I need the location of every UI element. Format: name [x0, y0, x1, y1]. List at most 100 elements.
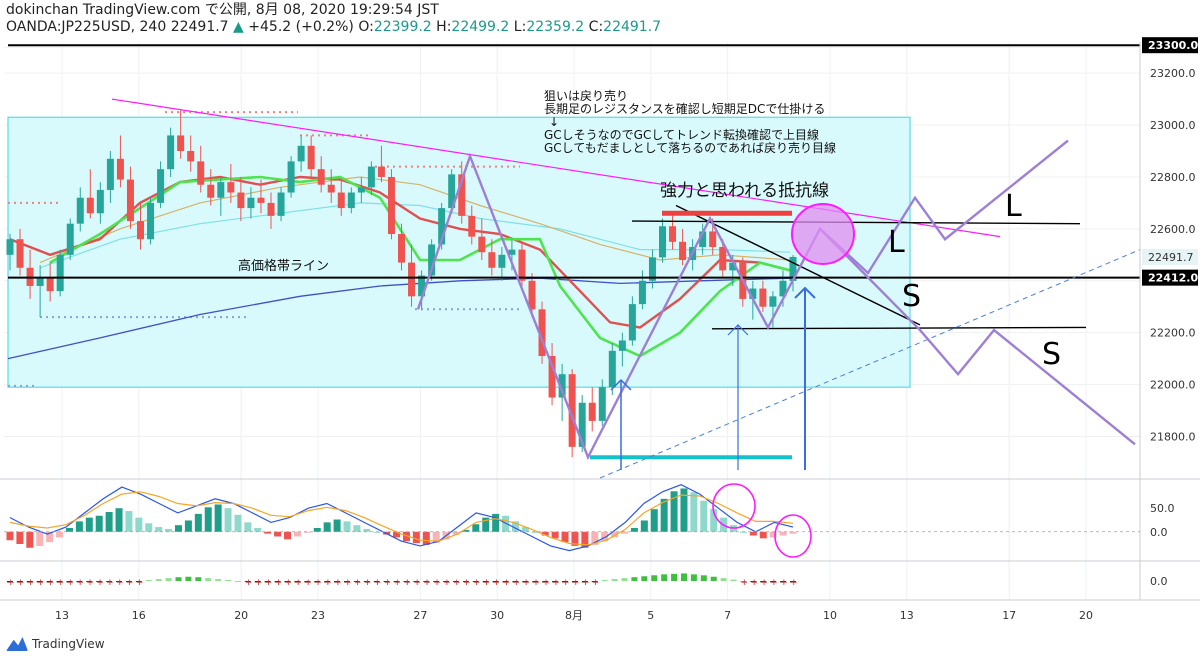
sub-bar: [393, 581, 400, 582]
sub-bar: [423, 581, 430, 582]
ohlc-line: OANDA:JP225USD, 240 22491.7 ▲ +45.2 (+0.…: [6, 19, 906, 36]
candle-body: [498, 254, 506, 268]
sub-cross-mark: +: [86, 578, 94, 588]
memo-line: GCしてもだましとして落ちるのであれば戻り売り目線: [544, 140, 836, 155]
sub-bar: [314, 581, 321, 583]
memo-line: GCしそうなのでGCしてトレンド転換確認で上目線: [544, 127, 819, 142]
low-label: L:: [513, 19, 527, 35]
sub-bar: [413, 581, 420, 582]
sub-bar: [581, 581, 588, 583]
sub-cross-mark: +: [433, 578, 441, 588]
arrow-head: [727, 324, 749, 336]
macd-bar: [541, 531, 549, 536]
sub-cross-mark: +: [294, 578, 302, 588]
candle-body: [267, 202, 275, 216]
candle-body: [558, 374, 566, 398]
memo-line: 長期足のレジスタンスを確認し短期足DCで仕掛ける: [544, 101, 825, 116]
sub-bar: [195, 577, 202, 581]
candle-body: [137, 221, 144, 240]
macd-bar: [779, 531, 787, 536]
candle-body: [518, 249, 526, 281]
resistance-circle: [791, 203, 855, 265]
resistance-line: [631, 220, 1081, 225]
sub-cross-mark: +: [57, 578, 65, 588]
sub-cross-mark: +: [334, 578, 342, 588]
close-label: C:: [588, 19, 604, 35]
sub-cross-mark: +: [780, 578, 788, 588]
price-tick-label: 22600.0: [1150, 223, 1196, 236]
sub-bar: [353, 581, 360, 582]
up-arrow-icon: ▲: [233, 19, 244, 35]
up-arrow-3-icon: [794, 286, 816, 470]
ma-mid-line: [9, 175, 791, 329]
macd-bar: [561, 531, 569, 543]
candle-body: [86, 197, 94, 214]
candle-body: [106, 158, 114, 190]
macd-bar: [492, 513, 500, 532]
candle-body: [66, 223, 74, 255]
sub-bar: [453, 581, 460, 582]
price-tick-label: 23000.0: [1150, 119, 1196, 132]
change-value: +45.2 (+0.2%): [248, 19, 354, 35]
candle-body: [779, 280, 787, 297]
macd-bar: [313, 528, 321, 532]
candle-body: [659, 226, 666, 258]
macd-bar: [46, 531, 54, 543]
macd-bar: [264, 531, 272, 534]
candle-body: [227, 182, 235, 193]
sub-bar: [125, 581, 132, 582]
candle-body: [367, 166, 375, 188]
open-label: O:: [358, 19, 374, 35]
long-label: L: [1005, 189, 1022, 224]
sub-cross-mark: +: [354, 578, 362, 588]
time-tick-label: 20: [1079, 609, 1093, 622]
macd-bar: [373, 531, 381, 533]
candle-body: [217, 182, 225, 198]
drawings: 狙いは戻り売り長期足のレジスタンスを確認し短期足DCで仕掛ける↓GCしそうなので…: [8, 44, 1141, 479]
chart-header: dokinchan TradingView.com で公開, 8月 08, 20…: [6, 2, 906, 36]
sub-cross-mark: +: [126, 578, 134, 588]
candle-body: [377, 166, 385, 177]
memo-line: 狙いは戻り売り: [544, 88, 628, 103]
candle-body: [598, 387, 606, 421]
macd-bar: [254, 528, 262, 532]
open-value: 22399.2: [373, 19, 432, 35]
time-tick-label: 5: [647, 609, 654, 622]
up-arrow-2-icon: [727, 324, 749, 470]
sub-bar: [571, 581, 578, 583]
candle-body: [789, 256, 797, 281]
sub-bar: [26, 581, 33, 583]
tradingview-logo[interactable]: TradingView: [6, 637, 105, 651]
candle-body: [438, 208, 446, 245]
macd-bar: [432, 531, 440, 544]
macd-bar: [353, 525, 361, 532]
sub-cross-mark: +: [275, 578, 283, 588]
long-label: L: [888, 225, 905, 260]
sub-bar: [631, 577, 638, 581]
sub-tick-label: 0.0: [1150, 575, 1168, 588]
sub-bar: [522, 581, 529, 583]
candle-body: [508, 249, 516, 255]
macd-bar: [323, 522, 331, 532]
sub-cross-mark: +: [473, 578, 481, 588]
sub-bar: [383, 581, 390, 582]
candle-body: [96, 189, 104, 214]
time-axis: 13 16 20 23 27 30 8月 5 7 10 13 17 20: [55, 609, 1093, 622]
sub-bar: [363, 581, 370, 582]
zigzag-bearish-projection: [819, 228, 1136, 446]
macd-bar: [571, 531, 579, 546]
candle-body: [327, 184, 335, 193]
macd-bar: [690, 492, 698, 532]
macd-bar: [660, 498, 668, 532]
sub-bar: [591, 581, 598, 582]
macd-bar: [274, 531, 282, 537]
macd-bar: [393, 531, 401, 538]
price-tick-label: 21800.0: [1150, 430, 1196, 443]
tradingview-logo-icon: [6, 637, 28, 651]
sub-cross-mark: +: [364, 578, 372, 588]
sub-cross-mark: +: [790, 578, 798, 588]
macd-bar: [749, 531, 757, 536]
sub-bar: [56, 581, 63, 583]
sub-bar: [254, 581, 261, 583]
